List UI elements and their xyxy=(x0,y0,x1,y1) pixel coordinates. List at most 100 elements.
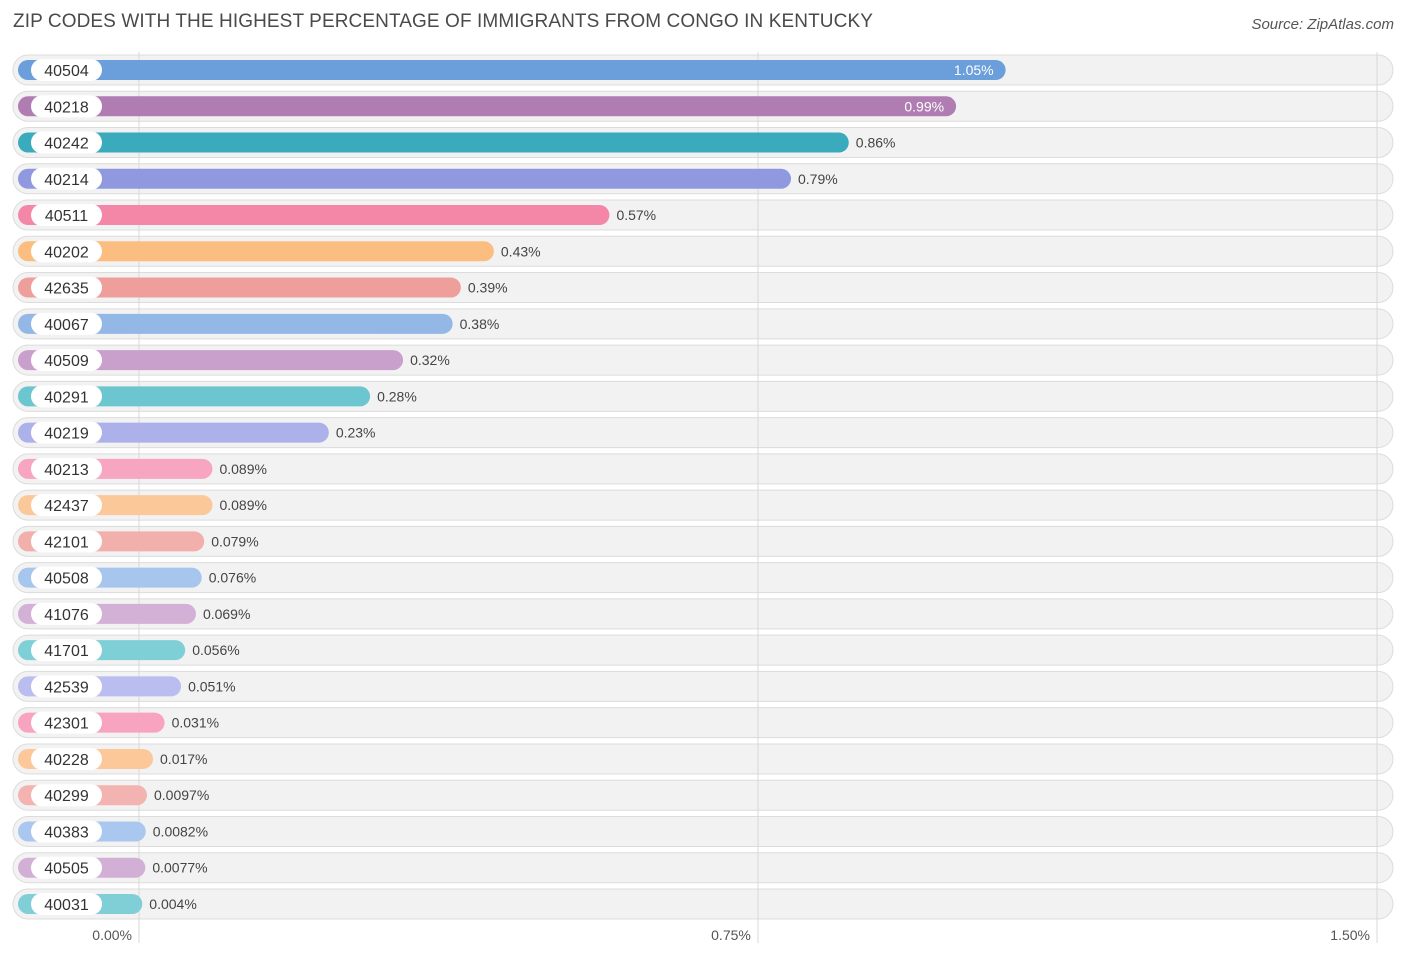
x-tick-label: 0.75% xyxy=(711,927,751,943)
category-label-pill xyxy=(31,95,102,118)
source-note: Source: ZipAtlas.com xyxy=(1251,16,1394,33)
category-label-pill xyxy=(31,530,102,553)
row-background xyxy=(12,815,1394,847)
value-label: 0.079% xyxy=(211,533,258,549)
bar xyxy=(18,313,453,334)
bar xyxy=(18,350,404,371)
row-background xyxy=(12,417,1394,449)
category-label: 40228 xyxy=(44,752,89,769)
category-label: 42635 xyxy=(44,281,89,298)
category-label-pill xyxy=(31,494,102,517)
category-label-pill xyxy=(31,892,102,915)
value-label: 0.99% xyxy=(904,98,944,114)
category-label-pill xyxy=(31,711,102,734)
bar xyxy=(18,168,792,189)
bar xyxy=(18,241,494,262)
value-label: 0.0082% xyxy=(153,823,208,839)
category-label-pill xyxy=(31,131,102,154)
value-label: 0.86% xyxy=(856,135,896,151)
x-tick-label: 1.50% xyxy=(1330,927,1370,943)
category-label-pill xyxy=(31,747,102,770)
category-label: 40214 xyxy=(44,172,89,189)
value-label: 0.056% xyxy=(192,642,239,658)
category-label: 40213 xyxy=(44,462,89,479)
category-label: 40202 xyxy=(44,244,89,261)
value-label: 0.031% xyxy=(172,715,219,731)
value-label: 0.076% xyxy=(209,570,256,586)
row-background xyxy=(12,670,1394,702)
value-label: 0.23% xyxy=(336,425,376,441)
bar xyxy=(18,96,957,117)
value-label: 0.017% xyxy=(160,751,207,767)
category-label: 40031 xyxy=(44,897,89,914)
category-label-pill xyxy=(31,385,102,408)
category-label: 40504 xyxy=(44,63,89,80)
category-label: 42437 xyxy=(44,498,89,515)
bar xyxy=(18,205,610,226)
category-label: 40511 xyxy=(45,208,88,225)
value-label: 0.28% xyxy=(377,388,417,404)
value-label: 0.0097% xyxy=(154,787,209,803)
category-label-pill xyxy=(31,675,102,698)
category-label: 42301 xyxy=(44,716,89,733)
row-background xyxy=(12,525,1394,557)
category-label: 42101 xyxy=(44,534,89,551)
category-label: 42539 xyxy=(44,679,89,696)
category-label: 40242 xyxy=(44,136,89,153)
category-label: 40505 xyxy=(44,861,89,878)
category-label-pill xyxy=(31,59,102,81)
category-label-pill xyxy=(31,167,102,190)
bar xyxy=(18,277,461,298)
row-background xyxy=(12,562,1394,594)
value-label: 0.051% xyxy=(188,678,235,694)
value-label: 0.069% xyxy=(203,606,250,622)
row-background xyxy=(12,707,1394,739)
bar xyxy=(18,60,1006,80)
category-label: 41701 xyxy=(44,643,89,660)
row-background xyxy=(12,598,1394,630)
category-label: 40291 xyxy=(44,389,89,406)
row-background xyxy=(12,489,1394,521)
category-label-pill xyxy=(31,312,102,335)
row-background xyxy=(12,634,1394,666)
value-label: 0.38% xyxy=(460,316,500,332)
row-background xyxy=(12,888,1394,920)
value-label: 0.57% xyxy=(616,207,656,223)
category-label: 41076 xyxy=(44,607,89,624)
x-axis-ticks: 0.00% 0.75% 1.50% xyxy=(92,927,1370,943)
category-label: 40067 xyxy=(44,317,89,334)
row-background xyxy=(12,743,1394,775)
category-label-pill xyxy=(31,240,102,263)
category-label-pill xyxy=(31,820,102,843)
category-label-pill xyxy=(31,566,102,589)
value-label: 0.32% xyxy=(410,352,450,368)
category-label-pill xyxy=(31,856,102,879)
category-label-pill xyxy=(31,602,102,625)
category-label-pill xyxy=(31,457,102,480)
category-label-pill xyxy=(31,784,102,807)
value-label: 0.79% xyxy=(798,171,838,187)
category-label: 40509 xyxy=(44,353,89,370)
chart-title: ZIP CODES WITH THE HIGHEST PERCENTAGE OF… xyxy=(13,11,873,32)
category-label: 40299 xyxy=(44,788,89,805)
category-label-pill xyxy=(31,349,102,372)
category-label-pill xyxy=(31,204,102,227)
bar xyxy=(18,132,849,153)
bar xyxy=(18,386,371,407)
value-label: 0.004% xyxy=(149,896,196,912)
category-label: 40218 xyxy=(44,99,89,116)
value-label: 0.089% xyxy=(219,461,266,477)
category-label-pill xyxy=(31,639,102,662)
category-label: 40219 xyxy=(44,426,89,443)
row-background xyxy=(12,852,1394,884)
row-background xyxy=(12,453,1394,485)
category-label: 40383 xyxy=(44,824,89,841)
row-background xyxy=(12,779,1394,811)
value-label: 1.05% xyxy=(954,62,994,78)
category-label-pill xyxy=(31,421,102,444)
value-label: 0.0077% xyxy=(152,860,207,876)
value-label: 0.43% xyxy=(501,243,541,259)
value-label: 0.089% xyxy=(219,497,266,513)
category-label-pill xyxy=(31,276,102,299)
